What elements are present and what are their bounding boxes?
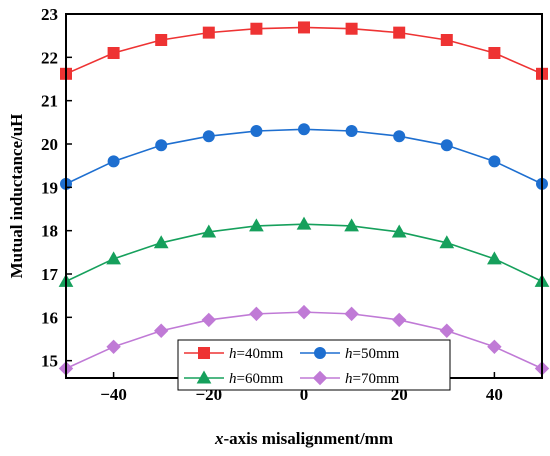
data-point (344, 306, 359, 322)
legend-item-3: h=70mm (300, 370, 400, 387)
series-line (65, 223, 543, 283)
data-point (344, 218, 359, 232)
data-point (345, 22, 358, 35)
data-point (107, 155, 120, 168)
data-point (488, 47, 501, 59)
y-tick-label: 17 (41, 265, 59, 284)
data-point (201, 312, 217, 328)
series-0 (60, 21, 548, 80)
data-point (106, 251, 121, 265)
series-line (65, 128, 543, 185)
data-point (249, 306, 264, 322)
data-point (155, 34, 168, 46)
legend-label: h=70mm (345, 371, 400, 387)
x-tick-label: 0 (300, 385, 309, 404)
y-tick-label: 22 (41, 48, 58, 67)
legend-item-2: h=60mm (184, 370, 284, 387)
data-point (296, 216, 312, 230)
data-point (249, 218, 264, 232)
data-point (296, 304, 312, 320)
y-tick-label: 20 (41, 135, 58, 154)
data-point (298, 21, 310, 34)
y-tick-label: 23 (41, 5, 58, 24)
legend-label: h=60mm (229, 371, 284, 387)
legend-item-1: h=50mm (300, 346, 400, 362)
legend-label: h=40mm (229, 346, 284, 362)
data-point (298, 123, 310, 136)
series-line (65, 26, 543, 75)
data-point (107, 47, 120, 59)
x-tick-label: −40 (100, 385, 127, 404)
legend-item-0: h=40mm (184, 346, 284, 362)
plot-frame (65, 13, 543, 379)
data-point (487, 339, 502, 355)
data-point (439, 323, 455, 338)
legend-marker (312, 370, 328, 386)
data-point (391, 312, 407, 328)
legend-marker (314, 347, 326, 359)
data-point (440, 139, 453, 152)
y-tick-label: 21 (41, 92, 58, 111)
data-point (250, 22, 263, 35)
y-tick-label: 16 (41, 308, 58, 327)
data-point (201, 224, 217, 238)
legend-marker (196, 370, 212, 384)
data-point (439, 235, 455, 249)
data-point (393, 130, 406, 143)
data-point (488, 155, 501, 168)
x-tick-label: 40 (486, 385, 503, 404)
data-point (440, 34, 453, 46)
y-axis-title: Mutual inductance/uH (7, 114, 26, 279)
y-tick-label: 19 (41, 178, 58, 197)
data-point (391, 224, 407, 238)
data-point (393, 26, 406, 39)
legend-label: h=50mm (345, 346, 400, 362)
x-axis-title: x-axis misalignment/mm (214, 429, 393, 448)
data-point (106, 339, 121, 355)
y-tick-label: 18 (41, 222, 58, 241)
data-point (202, 130, 215, 143)
data-point (345, 125, 358, 137)
data-point (153, 323, 169, 338)
series-2 (58, 216, 550, 287)
legend-marker (198, 347, 210, 359)
y-tick-label: 15 (41, 352, 58, 371)
data-point (487, 251, 502, 265)
data-point (202, 26, 215, 39)
data-point (155, 139, 168, 152)
data-point (153, 235, 169, 249)
legend-box (177, 339, 451, 391)
data-point (250, 125, 263, 137)
series-1 (60, 123, 548, 190)
